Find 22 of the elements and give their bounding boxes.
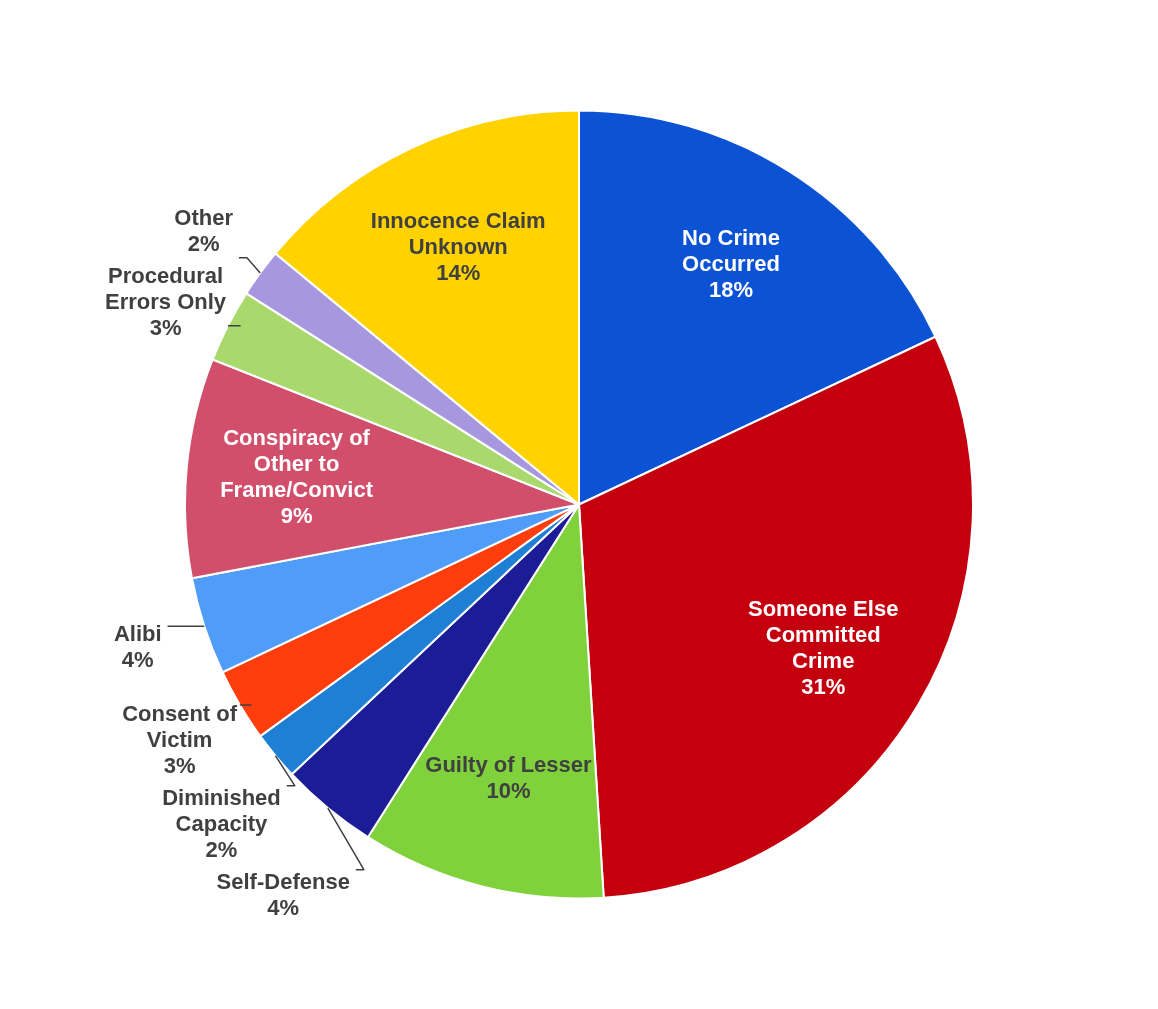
slice-label: Self-Defense (216, 868, 350, 894)
data-label: 2% (187, 230, 220, 256)
slice-label: Conspiracy of Other to Frame/Convict (220, 424, 374, 502)
data-label: 4% (121, 646, 154, 672)
data-label: 18% (708, 277, 754, 303)
slice-label: Innocence Claim Unknown (370, 207, 546, 259)
slice-label: Procedural Errors Only (105, 262, 227, 314)
data-label: 14% (436, 259, 481, 285)
data-label: 10% (486, 778, 531, 804)
slice-label: Consent of Victim (122, 700, 238, 752)
data-label: 3% (149, 314, 182, 340)
slice-label: Alibi (113, 620, 162, 646)
data-label: 9% (280, 502, 313, 528)
slice-label: Diminished Capacity (162, 784, 281, 836)
slice-label: No Crime Occurred (682, 225, 780, 277)
data-label: 2% (205, 836, 238, 862)
slice-label: Someone Else Committed Crime (747, 595, 899, 673)
data-label: 31% (801, 673, 846, 699)
slice-label: Other (174, 204, 234, 230)
slice-label: Guilty of Lesser (425, 752, 593, 778)
data-label: 4% (267, 894, 300, 920)
data-label: 3% (163, 752, 196, 778)
